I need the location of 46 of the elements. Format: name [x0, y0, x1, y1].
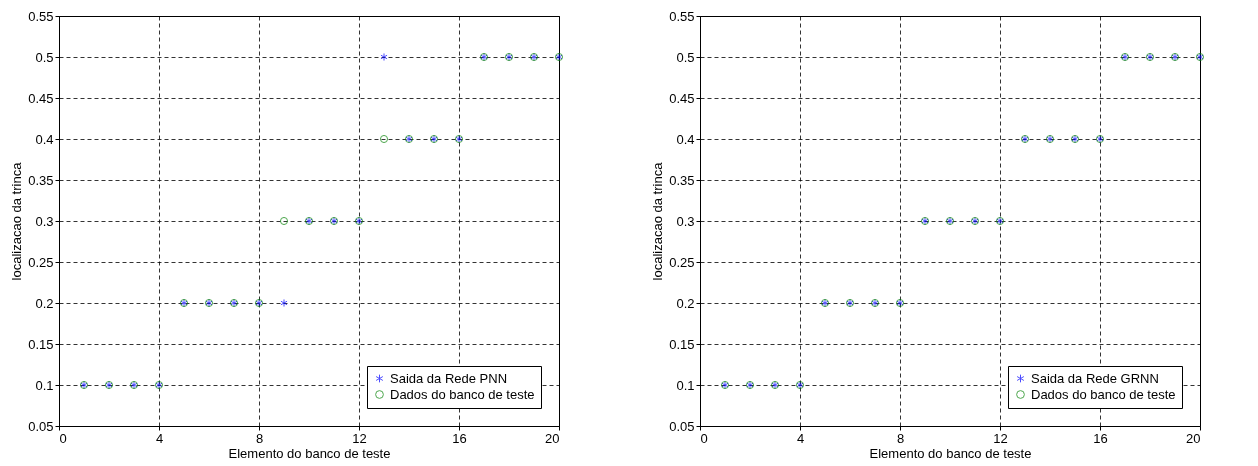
y-tick-label: 0.45 [28, 90, 54, 106]
legend-label: Dados do banco de teste [1031, 386, 1176, 402]
x-tick-label: 12 [993, 430, 1008, 446]
y-tick-label: 0.35 [28, 172, 54, 188]
y-tick-label: 0.55 [28, 8, 54, 24]
y-tick-label: 0.1 [676, 377, 695, 393]
x-tick-label: 0 [700, 430, 708, 446]
x-axis-title: Elemento do banco de teste [228, 445, 391, 461]
y-tick-label: 0.45 [669, 90, 695, 106]
y-tick-label: 0.05 [28, 418, 54, 434]
y-tick-label: 0.2 [35, 295, 54, 311]
point [379, 134, 389, 144]
x-tick-label: 0 [59, 430, 67, 446]
x-tick-label: 4 [796, 430, 805, 446]
y-tick-label: 0.5 [676, 49, 695, 65]
x-tick-label: 20 [545, 430, 560, 446]
x-tick-label: 16 [1093, 430, 1108, 446]
y-tick-label: 0.4 [35, 131, 54, 147]
y-tick-label: 0.15 [28, 336, 54, 352]
x-tick-label: 20 [1186, 430, 1201, 446]
y-axis-title: localizacao da trinca [9, 161, 25, 281]
point [279, 216, 289, 226]
y-axis-title: localizacao da trinca [650, 161, 666, 281]
y-tick-label: 0.15 [669, 336, 695, 352]
legend-label: Dados do banco de teste [390, 386, 535, 402]
x-axis-title: Elemento do banco de teste [869, 445, 1032, 461]
legend-label: Saida da Rede PNN [390, 370, 508, 386]
y-tick-label: 0.4 [676, 131, 695, 147]
y-tick-label: 0.25 [669, 254, 695, 270]
point [280, 298, 288, 308]
legend-label: Saida da Rede GRNN [1031, 370, 1159, 386]
x-tick-label: 16 [452, 430, 467, 446]
y-tick-label: 0.2 [676, 295, 695, 311]
x-tick-label: 8 [896, 430, 905, 446]
y-tick-label: 0.25 [28, 254, 54, 270]
y-tick-label: 0.3 [676, 213, 695, 229]
y-tick-label: 0.55 [669, 8, 695, 24]
y-tick-label: 0.35 [669, 172, 695, 188]
x-tick-label: 12 [352, 430, 367, 446]
x-tick-label: 4 [155, 430, 164, 446]
y-tick-label: 0.3 [35, 213, 54, 229]
x-tick-label: 8 [255, 430, 264, 446]
y-tick-label: 0.1 [35, 377, 54, 393]
y-tick-label: 0.05 [669, 418, 695, 434]
y-tick-label: 0.5 [35, 49, 54, 65]
point [380, 52, 388, 62]
